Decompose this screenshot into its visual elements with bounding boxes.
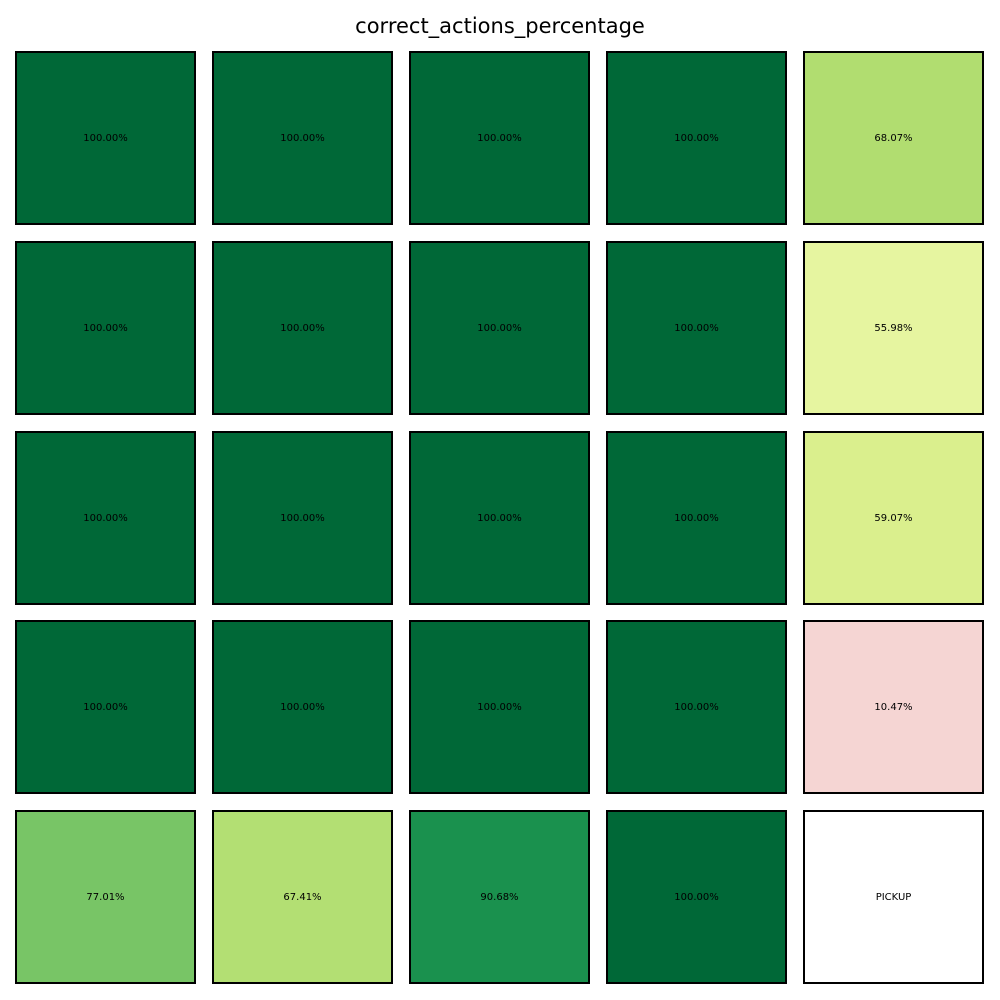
heatmap-cell: 100.00% (606, 620, 787, 794)
heatmap-cell: 100.00% (606, 810, 787, 984)
heatmap-cell: 100.00% (212, 431, 393, 605)
heatmap-cell: 59.07% (803, 431, 984, 605)
heatmap-cell: 10.47% (803, 620, 984, 794)
heatmap-cell: 67.41% (212, 810, 393, 984)
heatmap-cell-label: 90.68% (480, 891, 519, 903)
heatmap-cell: 55.98% (803, 241, 984, 415)
heatmap-cell-label: 100.00% (83, 322, 128, 334)
heatmap-cell: 100.00% (15, 431, 196, 605)
heatmap-cell: 100.00% (212, 51, 393, 225)
heatmap-cell-label: 100.00% (477, 322, 522, 334)
heatmap-cell-label: PICKUP (875, 891, 912, 903)
heatmap-cell: 100.00% (606, 431, 787, 605)
heatmap-cell: 100.00% (409, 620, 590, 794)
heatmap-cell: 77.01% (15, 810, 196, 984)
heatmap-cell: 100.00% (409, 431, 590, 605)
heatmap-cell: PICKUP (803, 810, 984, 984)
heatmap-cell: 100.00% (212, 241, 393, 415)
heatmap-cell-label: 67.41% (283, 891, 322, 903)
heatmap-cell-label: 100.00% (674, 891, 719, 903)
heatmap-cell: 100.00% (606, 241, 787, 415)
heatmap-cell-label: 100.00% (674, 132, 719, 144)
heatmap-cell-label: 100.00% (83, 512, 128, 524)
chart-title: correct_actions_percentage (355, 14, 645, 38)
heatmap-cell-label: 100.00% (280, 322, 325, 334)
heatmap-cell: 100.00% (409, 241, 590, 415)
heatmap-cell-label: 100.00% (477, 512, 522, 524)
heatmap-cell-label: 100.00% (477, 701, 522, 713)
heatmap-cell-label: 100.00% (477, 132, 522, 144)
heatmap-cell-label: 59.07% (874, 512, 913, 524)
heatmap-cell-label: 10.47% (874, 701, 913, 713)
heatmap-cell-label: 100.00% (674, 322, 719, 334)
heatmap-cell: 68.07% (803, 51, 984, 225)
heatmap-cell-label: 100.00% (674, 512, 719, 524)
heatmap-cell-label: 100.00% (280, 132, 325, 144)
heatmap-cell: 100.00% (409, 51, 590, 225)
heatmap-cell-label: 100.00% (674, 701, 719, 713)
heatmap-cell-label: 55.98% (874, 322, 913, 334)
heatmap-cell: 100.00% (606, 51, 787, 225)
heatmap-cell: 100.00% (15, 620, 196, 794)
heatmap-cell-label: 100.00% (83, 132, 128, 144)
heatmap-cell-label: 100.00% (280, 512, 325, 524)
heatmap-cell: 100.00% (15, 51, 196, 225)
heatmap-cell-label: 77.01% (86, 891, 125, 903)
heatmap-cell: 90.68% (409, 810, 590, 984)
heatmap-cell-label: 100.00% (83, 701, 128, 713)
heatmap-cell: 100.00% (212, 620, 393, 794)
heatmap-cell-label: 68.07% (874, 132, 913, 144)
heatmap-cell: 100.00% (15, 241, 196, 415)
heatmap-cell-label: 100.00% (280, 701, 325, 713)
